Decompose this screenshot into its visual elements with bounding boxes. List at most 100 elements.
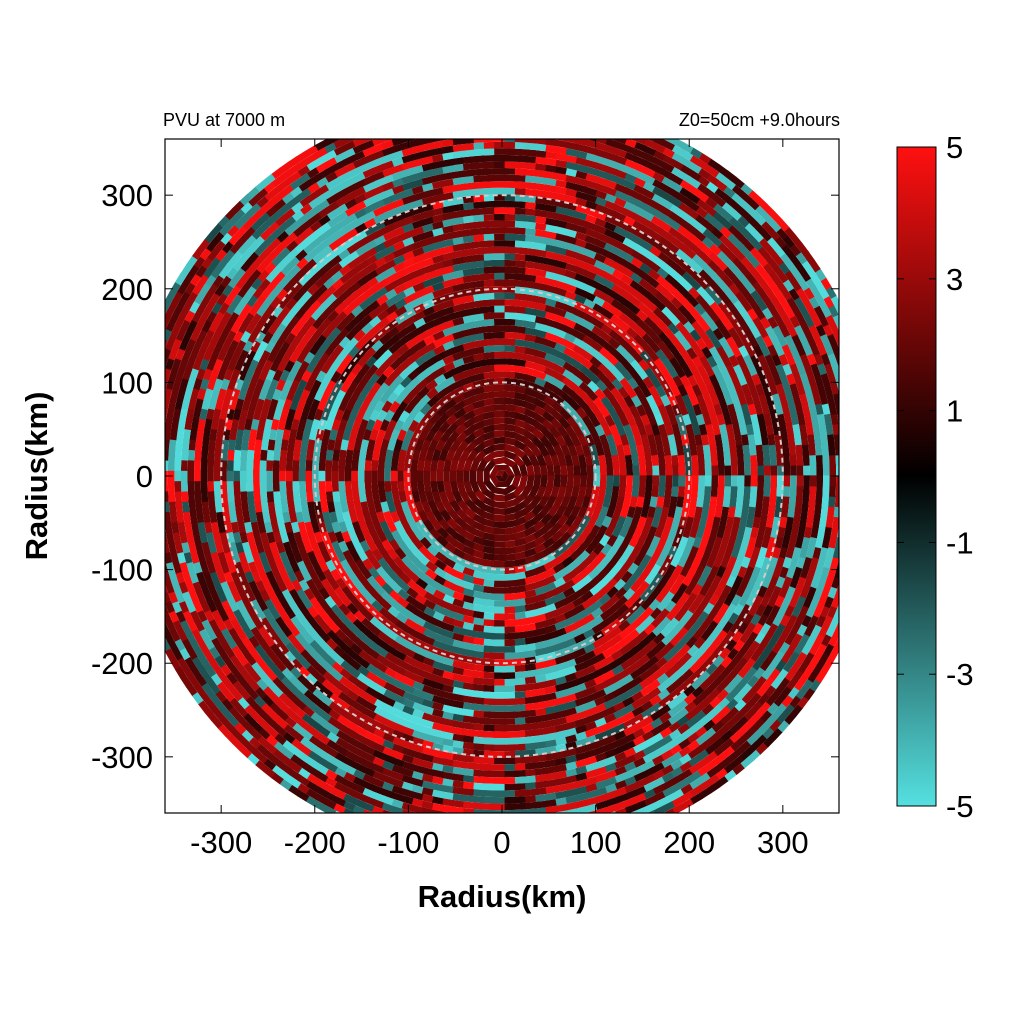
heatmap-cell — [674, 393, 685, 407]
heatmap-cell — [597, 362, 610, 375]
heatmap-cell — [377, 623, 391, 636]
heatmap-cell — [561, 376, 575, 388]
heatmap-cell — [533, 369, 547, 380]
heatmap-cell — [384, 288, 398, 301]
heatmap-cell — [481, 430, 495, 441]
heatmap-cell — [514, 247, 526, 255]
heatmap-cell — [711, 364, 722, 377]
heatmap-cell — [601, 423, 613, 437]
heatmap-cell — [473, 690, 485, 699]
heatmap-cell — [234, 439, 243, 452]
heatmap-cell — [425, 387, 439, 400]
heatmap-cell — [462, 545, 476, 557]
heatmap-cell — [307, 531, 317, 544]
heatmap-cell — [346, 439, 356, 452]
heatmap-cell — [581, 334, 595, 347]
heatmap-cell — [441, 245, 454, 255]
heatmap-cell — [553, 584, 567, 596]
heatmap-cell — [461, 348, 475, 358]
heatmap-cell — [347, 345, 360, 359]
heatmap-cell — [493, 272, 505, 280]
heatmap-cell — [565, 693, 578, 703]
heatmap-cell — [626, 612, 639, 625]
heatmap-cell — [494, 464, 509, 471]
heatmap-cell — [716, 526, 726, 539]
heatmap-cell — [589, 348, 603, 360]
heatmap-cell — [353, 610, 367, 623]
heatmap-cell — [432, 618, 446, 629]
heatmap-cell — [313, 408, 324, 422]
heatmap-cell — [355, 409, 366, 422]
heatmap-cell — [796, 454, 804, 466]
heatmap-cell — [385, 556, 398, 570]
heatmap-cell — [270, 418, 280, 431]
heatmap-cell — [612, 369, 625, 382]
heatmap-cell — [602, 647, 615, 659]
heatmap-cell — [357, 584, 370, 598]
heatmap-cell — [524, 602, 537, 612]
heatmap-cell — [335, 428, 345, 442]
heatmap-cell — [425, 568, 438, 581]
heatmap-cell — [279, 449, 288, 462]
heatmap-cell — [292, 449, 301, 462]
heatmap-cell — [522, 494, 535, 507]
heatmap-cell — [442, 622, 455, 633]
heatmap-cell — [397, 481, 405, 493]
heatmap-cell — [451, 303, 465, 313]
heatmap-cell — [598, 485, 607, 498]
heatmap-cell — [348, 594, 361, 607]
heatmap-cell — [483, 717, 495, 725]
heatmap-cell — [677, 485, 686, 498]
heatmap-cell — [311, 418, 321, 432]
heatmap-cell — [420, 411, 433, 425]
heatmap-cell — [377, 481, 386, 493]
heatmap-cell — [783, 485, 791, 497]
heatmap-cell — [278, 388, 289, 402]
heatmap-cell — [366, 364, 379, 377]
heatmap-cell — [616, 595, 629, 608]
heatmap-cell — [682, 573, 694, 587]
heatmap-cell — [380, 349, 393, 362]
heatmap-cell — [346, 337, 359, 350]
heatmap-cell — [320, 439, 329, 452]
heatmap-cell — [542, 537, 556, 549]
heatmap-cell — [625, 553, 638, 566]
heatmap-cell — [423, 342, 436, 354]
heatmap-cell — [324, 595, 337, 609]
heatmap-cell — [445, 414, 458, 427]
heatmap-cell — [592, 637, 606, 649]
heatmap-cell — [680, 564, 691, 577]
heatmap-cell — [503, 154, 516, 162]
heatmap-cell — [297, 521, 307, 534]
heatmap-cell — [611, 524, 623, 538]
heatmap-cell — [441, 326, 455, 337]
heatmap-cell — [589, 414, 601, 428]
heatmap-cell — [473, 449, 487, 463]
heatmap-cell — [493, 154, 505, 162]
heatmap-cell — [626, 525, 637, 538]
heatmap-cell — [430, 470, 437, 483]
heatmap-cell — [306, 389, 318, 402]
heatmap-cell — [597, 524, 609, 538]
heatmap-cell — [396, 510, 408, 524]
heatmap-cell — [660, 544, 671, 558]
heatmap-cell — [495, 476, 502, 482]
heatmap-cell — [530, 494, 543, 508]
heatmap-cell — [352, 399, 363, 413]
heatmap-cell — [573, 272, 587, 283]
heatmap-cell — [413, 528, 426, 542]
heatmap-cell — [493, 299, 505, 306]
heatmap-cell — [595, 443, 605, 456]
heatmap-cell — [577, 433, 588, 447]
heatmap-cell — [282, 541, 293, 554]
heatmap-cell — [324, 343, 336, 357]
heatmap-cell — [300, 408, 310, 422]
heatmap-cell — [483, 480, 496, 494]
heatmap-cell — [553, 328, 567, 339]
heatmap-cell — [472, 372, 485, 382]
heatmap-cell — [391, 375, 404, 388]
heatmap-cell — [583, 405, 596, 419]
heatmap-cell — [239, 470, 247, 482]
heatmap-cell — [514, 551, 527, 561]
heatmap-cell — [628, 287, 642, 300]
